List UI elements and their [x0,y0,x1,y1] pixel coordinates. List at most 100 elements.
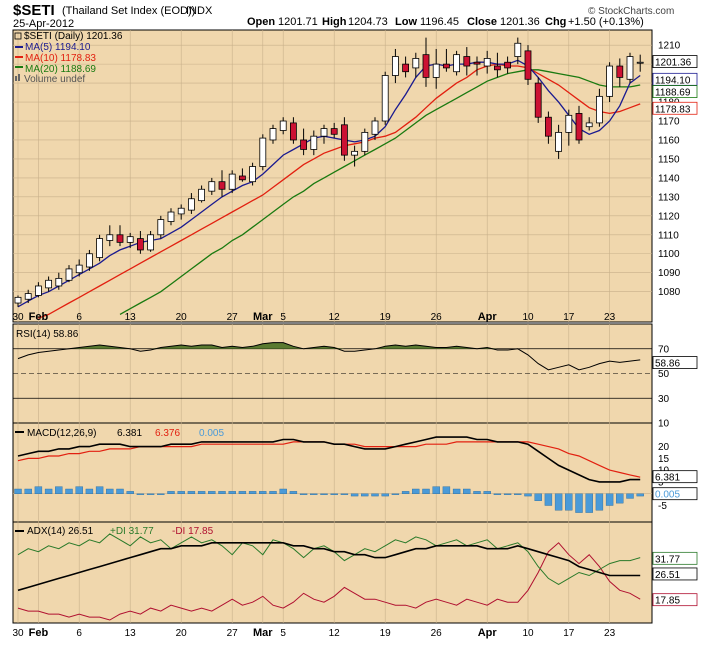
rsi-series [17,342,641,371]
xaxis-label-bottom: 19 [380,628,392,639]
macd-hist-bar [146,493,155,495]
candle-body [402,63,410,73]
xaxis-label-bottom: 5 [280,628,286,639]
adx-legend-text: ADX(14) 26.51 [27,526,94,537]
candle-body [289,122,297,141]
hist-last-tag: 0.005 [655,490,680,501]
adx-last-tag: 26.51 [655,570,680,581]
symbol-title: $SETI [13,2,55,19]
candle-body [136,238,144,251]
macd-hist-bar [85,488,94,494]
candle-body [310,135,318,150]
price-series [14,37,644,319]
candle-body [442,63,450,69]
xaxis-label-bottom: 26 [431,628,443,639]
candle-body [300,139,308,150]
candle-body [626,56,634,80]
candle-body [177,207,185,215]
candle-body [116,234,124,243]
macd-ytick: 15 [658,454,670,465]
chart-date: 25-Apr-2012 [13,18,74,30]
candle-body [147,234,155,251]
candle-body [453,54,461,73]
macd-hist-bar [361,493,369,497]
candle-body [330,128,338,135]
xaxis-label-top: 30 [12,312,24,323]
macd-hist-bar [24,488,32,494]
candle-body [493,65,501,71]
candle-body [96,238,103,258]
candle-body [35,285,42,296]
macd-hist-bar [636,493,644,497]
pdi-legend-text: +DI 31.77 [110,526,154,537]
xaxis-label-bottom: 23 [604,628,616,639]
candle-body [238,175,246,181]
candle-body [483,58,491,67]
high-value: 1204.73 [348,16,388,28]
macd-hist-bar [524,493,532,497]
macd-hist-bar [605,493,614,506]
mdi-line [17,542,641,621]
macd-hist-bar [595,493,604,511]
price-ytick: 1140 [658,173,680,184]
macd-hist-bar [422,488,430,494]
macd-hist-bar [350,493,359,497]
macd-hist-bar [554,493,563,511]
price-legend: $SETI (Daily) 1201.36 MA(5) 1194.10 MA(1… [14,31,123,85]
ma10-last-tag-box [652,101,698,115]
low-label: Low [395,16,417,28]
rsi-panel [12,323,653,424]
price-ytick: 1080 [658,287,681,298]
candle-body [504,61,512,69]
candle-body [371,120,379,135]
rsi-legend: RSI(14) 58.86 [16,329,79,340]
macd-hist-bar [493,493,502,495]
macd-hist-bar [452,488,461,494]
legend-seti: $SETI (Daily) 1201.36 [24,31,123,42]
macd-hist-bar [544,493,553,506]
rsi-ytick: 70 [658,344,670,355]
macd-hist-bar [197,491,206,494]
candle-body [432,63,440,78]
rsi-overbought-fill [18,342,641,349]
ma10-last-tag: 1178.83 [655,104,691,115]
macd-hist-bar [391,493,400,495]
candle-body [24,293,32,300]
xaxis-label-bottom: 12 [329,628,341,639]
price-ytick: 1210 [658,41,681,52]
xaxis-label-bottom: 10 [522,628,534,639]
macd-hist-bar [218,491,226,494]
xaxis-label-bottom: 27 [227,628,239,639]
candle-body [65,268,73,281]
candle-body [269,128,277,141]
macd-hist-bar [473,491,481,494]
macd-last-tag: 6.381 [655,473,680,484]
macd-hist-bar [401,491,410,494]
macd-hist-bar [106,488,114,494]
xaxis-label-bottom: 13 [125,628,137,639]
xaxis-label-bottom: 6 [76,628,82,639]
macd-hist-bar [228,491,236,494]
macd-series [14,436,644,513]
low-value: 1196.45 [420,16,459,28]
macd-hist-bar [116,488,124,494]
macd-hist-bar [432,486,440,494]
macd-hist-bar [95,486,104,494]
macd-hist-bar [136,493,145,495]
adx-series [17,533,641,621]
macd-hist-bar [626,493,634,499]
candle-body [585,122,593,128]
xaxis-label-bottom: Mar [253,627,273,639]
macd-ytick: 20 [658,442,670,453]
macd-hist-bar [126,491,134,494]
candle-body [596,95,603,124]
ma10-line [38,63,641,319]
xaxis-label-top: 26 [431,312,443,323]
candle-body [616,65,624,78]
candle-body [279,120,287,131]
macd-hist-bar [483,491,491,494]
hist-legend-value: 0.005 [199,428,224,439]
price-ytick: 1170 [658,117,680,128]
adx-last-tag-box [652,567,698,581]
macd-hist-bar [75,486,83,494]
